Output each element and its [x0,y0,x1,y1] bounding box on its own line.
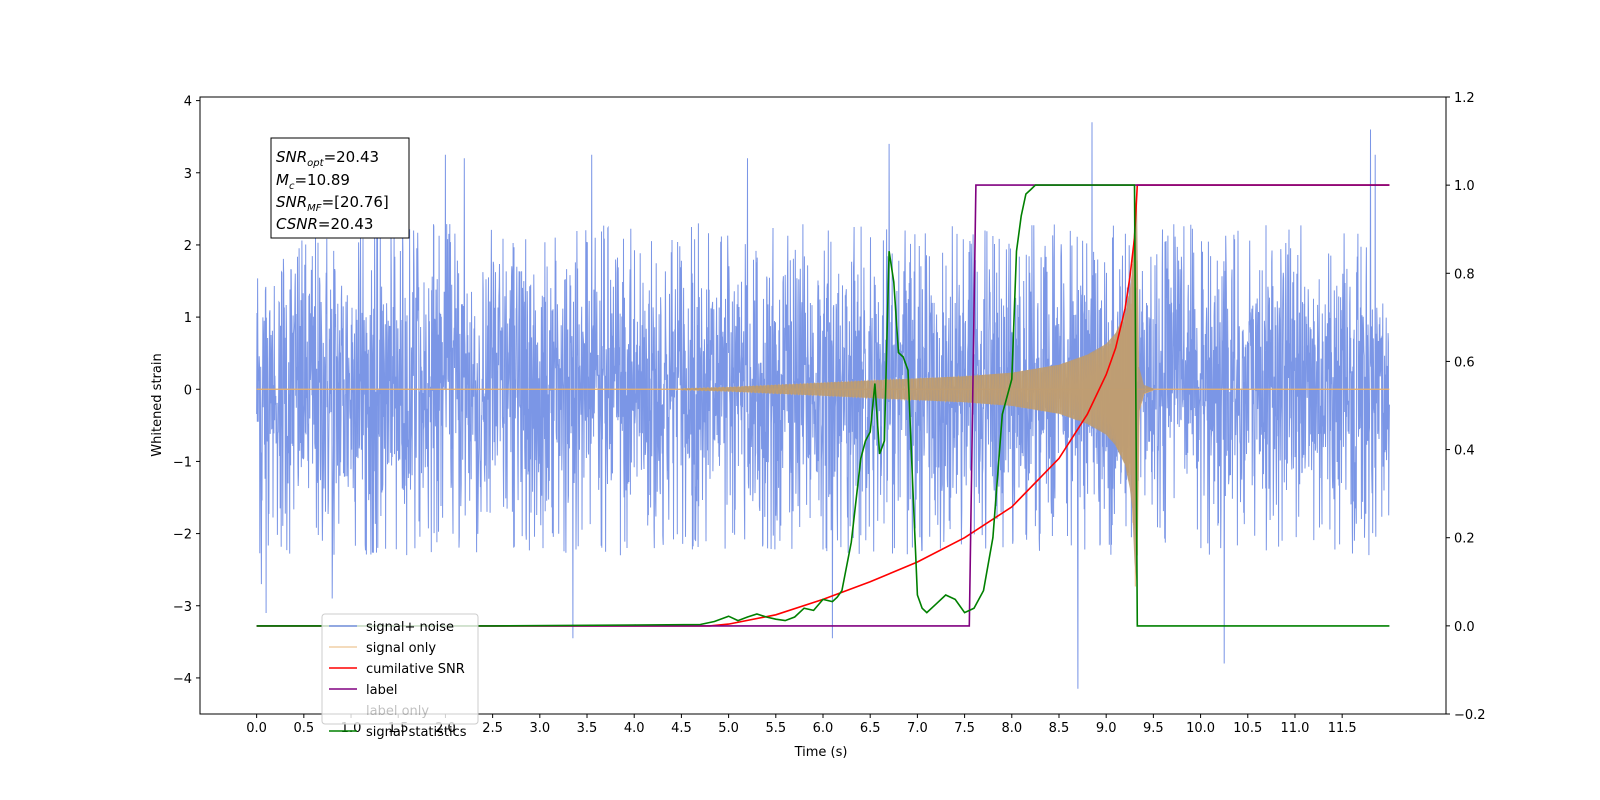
y-axis-label-left: Whitened strain [150,353,165,456]
y-left-tick-label: −2 [173,528,192,543]
annotation-snr-opt: SNRopt=20.43 [276,148,379,169]
y-left-tick-label: 2 [184,239,192,254]
y-left-tick-label: 3 [184,167,192,182]
series-signal-only [256,193,1390,587]
x-tick-label: 7.5 [954,721,975,736]
x-tick-label: 11.0 [1280,721,1309,736]
x-tick-label: 3.5 [577,721,598,736]
legend: signal+ noise signal only cumilative SNR la… [321,613,479,740]
x-tick-label: 2.5 [482,721,503,736]
legend-label: cumilative SNR [366,662,465,677]
x-tick-label: 7.0 [907,721,928,736]
y-left-tick-label: 4 [184,95,192,110]
y-left-tick-label: −4 [173,672,192,687]
y-right-tick-label: 1.0 [1454,179,1475,194]
x-tick-label: 6.5 [860,721,881,736]
y-right-tick-label: 0.4 [1454,444,1475,459]
y-right-tick-label: 0.0 [1454,620,1475,635]
x-tick-label: 10.5 [1233,721,1262,736]
x-tick-label: 11.5 [1328,721,1357,736]
series-line-signal-statistics [256,184,1390,627]
series-lines [256,184,1390,627]
legend-label: label [366,683,397,698]
annotation-frame [270,137,410,239]
x-tick-label: 3.0 [529,721,550,736]
x-tick-label: 1.0 [341,721,362,736]
annotation-snr-mf: SNRMF=[20.76] [276,193,389,214]
y-left-tick-label: −1 [173,455,192,470]
y-left-tick-label: −3 [173,600,192,615]
x-tick-label: 9.0 [1096,721,1117,736]
y-right-tick-label: −0.2 [1454,708,1486,723]
y-right-tick-label: 0.8 [1454,267,1475,282]
y-right-tick-label: 1.2 [1454,91,1475,106]
x-tick-label: 1.5 [388,721,409,736]
x-tick-label: 0.5 [293,721,314,736]
x-tick-label: 4.5 [671,721,692,736]
x-tick-label: 10.0 [1186,721,1215,736]
x-tick-label: 8.0 [1001,721,1022,736]
x-tick-label: 5.5 [765,721,786,736]
x-tick-label: 9.5 [1143,721,1164,736]
legend-label: signal+ noise [366,620,454,635]
annotation-box: SNRopt=20.43 Mc=10.89 SNRMF=[20.76] CSNR… [270,137,410,239]
series-signal-noise [256,122,1390,689]
x-tick-label: 6.0 [813,721,834,736]
legend-frame [321,613,479,725]
y-left-tick-label: 1 [184,311,192,326]
legend-label: signal statistics [366,725,467,740]
x-tick-label: 0.0 [246,721,267,736]
x-tick-label: 8.5 [1049,721,1070,736]
y-right-tick-label: 0.6 [1454,355,1475,370]
x-axis-label: Time (s) [794,745,848,760]
x-tick-label: 4.0 [624,721,645,736]
x-tick-label: 2.0 [435,721,456,736]
annotation-csnr: CSNR=20.43 [276,215,373,233]
annotation-mc: Mc=10.89 [276,171,350,192]
legend-label: label only [366,704,429,719]
axis-ticks: 0.0 0.5 1.0 1.5 2.0 2.5 3.0 3.5 4.0 4.5 5.0 5.5 6.0 6… [173,91,1486,736]
series-line-signal-noise [256,122,1390,689]
y-left-tick-label: 0 [184,383,192,398]
x-tick-label: 5.0 [718,721,739,736]
y-right-tick-label: 0.2 [1454,532,1475,547]
signal-envelope [681,193,1154,586]
legend-items: signal+ noise signal only cumilative SNR la… [329,620,467,740]
legend-label: signal only [366,641,436,656]
